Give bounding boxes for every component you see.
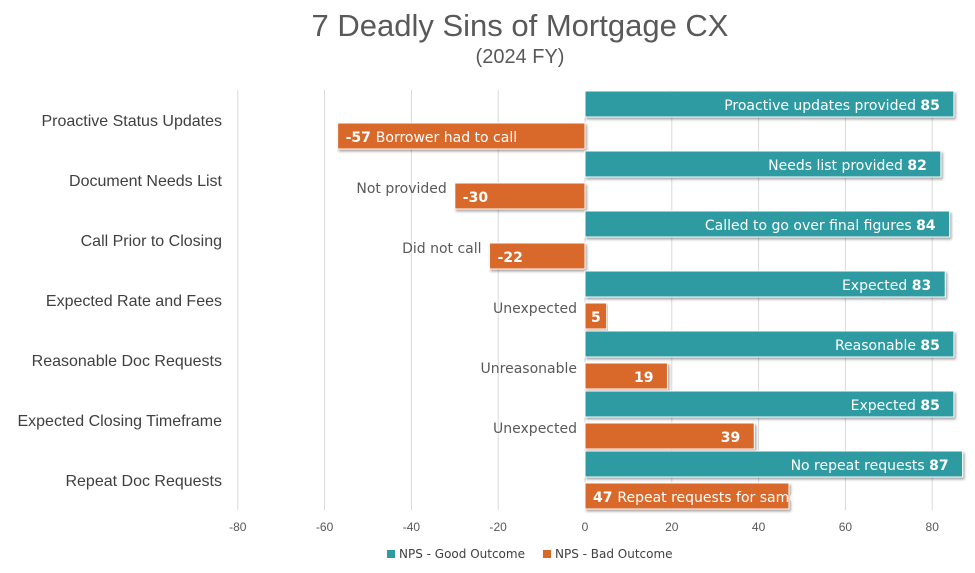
- bar-bad-value: 19: [634, 370, 653, 386]
- x-tick-label: -80: [229, 520, 247, 534]
- chart-title: 7 Deadly Sins of Mortgage CX: [311, 8, 729, 43]
- bar-bad-value: 5: [591, 310, 601, 326]
- labels: -80 -60 -40 -20 0 20 40 60 80 Proactive Status Up…: [17, 98, 948, 534]
- bar-bad: [454, 182, 586, 210]
- legend: NPS - Good Outcome NPS - Bad Outcome: [387, 547, 673, 561]
- legend-swatch-bad: [542, 550, 551, 558]
- category-label: Document Needs List: [69, 173, 223, 190]
- bar-good-label: Reasonable 85: [835, 338, 940, 354]
- bar-bad-description: Unreasonable: [481, 361, 577, 377]
- bar-good-label: Expected 85: [851, 398, 940, 414]
- legend-swatch-good: [387, 550, 395, 558]
- bar-good: [584, 270, 946, 298]
- category-label: Proactive Status Updates: [41, 113, 222, 130]
- category-label: Reasonable Doc Requests: [32, 353, 222, 370]
- bar-bad: [584, 362, 668, 390]
- x-tick-label: 20: [665, 520, 679, 534]
- legend-label-bad: NPS - Bad Outcome: [554, 547, 673, 561]
- bar-good-label: Proactive updates provided 85: [724, 98, 940, 114]
- bar-bad: [584, 422, 755, 450]
- x-tick-label: -60: [316, 520, 334, 534]
- x-tick-label: 60: [839, 520, 853, 534]
- bar-good: [584, 390, 955, 418]
- category-label: Expected Closing Timeframe: [17, 413, 222, 430]
- bar-bad-label: 47 Repeat requests for same doc: [593, 490, 827, 506]
- x-tick-label: -20: [490, 520, 508, 534]
- bar-good: [584, 150, 942, 178]
- bar-good-label: Needs list provided 82: [768, 158, 927, 174]
- category-label: Expected Rate and Fees: [46, 293, 222, 310]
- bar-good-label: No repeat requests 87: [791, 458, 949, 474]
- x-tick-label: 40: [752, 520, 766, 534]
- chart-subtitle: (2024 FY): [475, 46, 565, 68]
- category-label: Repeat Doc Requests: [65, 473, 222, 490]
- bar-bad-value: -22: [498, 250, 523, 266]
- legend-item-bad: NPS - Bad Outcome: [542, 547, 673, 561]
- bar-chart: -80 -60 -40 -20 0 20 40 60 80 Proactive Status Up…: [17, 90, 964, 534]
- bar-good: [584, 450, 964, 478]
- bar-bad: [584, 482, 790, 510]
- bar-bad-value: 39: [721, 430, 740, 446]
- bar-good: [584, 90, 955, 118]
- bars: [337, 90, 964, 510]
- bar-bad-value: -30: [463, 190, 489, 206]
- bar-good: [584, 330, 955, 358]
- bar-bad-label: -57 Borrower had to call: [346, 130, 517, 146]
- bar-bad: [489, 242, 586, 270]
- bar-bad-description: Did not call: [402, 241, 481, 257]
- category-label: Call Prior to Closing: [81, 233, 222, 250]
- bar-good-label: Called to go over final figures 84: [705, 218, 936, 234]
- x-tick-label: -40: [403, 520, 421, 534]
- bar-bad: [337, 122, 586, 150]
- legend-label-good: NPS - Good Outcome: [399, 547, 525, 561]
- bar-good: [584, 210, 951, 238]
- x-tick-label: 80: [926, 520, 940, 534]
- bar-bad-description: Unexpected: [493, 421, 577, 437]
- bar-bad-description: Not provided: [356, 181, 446, 197]
- bar-bad: [584, 302, 608, 330]
- bar-bad-description: Unexpected: [493, 301, 577, 317]
- x-tick-label: 0: [582, 520, 589, 534]
- bar-good-label: Expected 83: [842, 278, 931, 294]
- legend-item-good: NPS - Good Outcome: [387, 547, 525, 561]
